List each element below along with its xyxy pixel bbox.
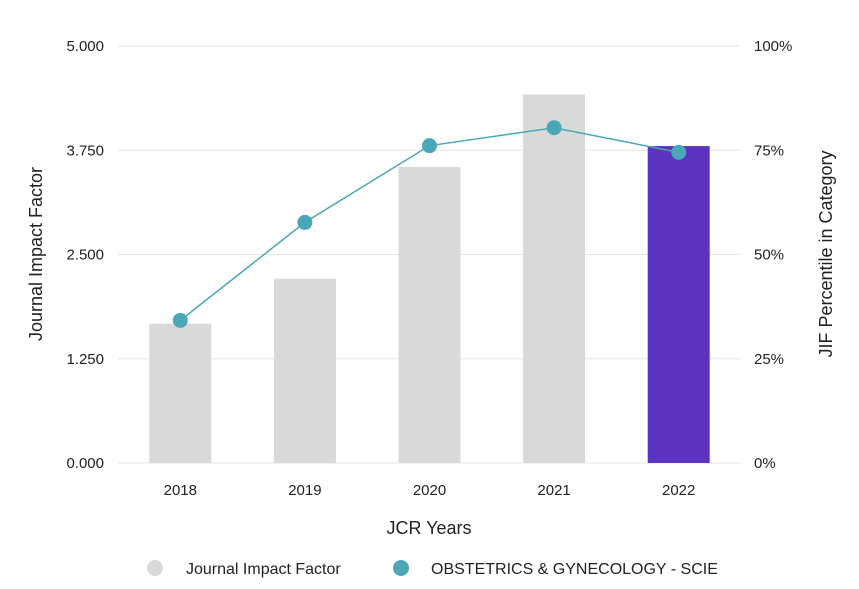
y-right-tick-label: 75% (754, 142, 784, 159)
x-tick-label: 2022 (662, 482, 695, 499)
bar-2018 (149, 323, 212, 463)
percentile-point-2019 (297, 214, 313, 230)
x-tick-label: 2020 (413, 482, 446, 499)
percentile-point-2018 (172, 312, 188, 328)
y-right-tick-label: 0% (754, 455, 776, 472)
y-axis-left-title: Journal Impact Factor (26, 167, 46, 341)
x-tick-label: 2018 (164, 482, 197, 499)
x-axis-title: JCR Years (386, 518, 471, 538)
bar-2021 (523, 94, 586, 463)
y-left-tick-label: 3.750 (66, 142, 104, 159)
y-left-tick-label: 5.000 (66, 38, 104, 55)
y-left-tick-label: 0.000 (66, 455, 104, 472)
legend-marker-percentile (393, 560, 409, 576)
percentile-point-2022 (671, 144, 687, 160)
bar-2019 (273, 278, 336, 463)
x-tick-label: 2019 (288, 482, 321, 499)
percentile-point-2021 (546, 120, 562, 136)
y-axis-right-title: JIF Percentile in Category (816, 150, 836, 357)
percentile-point-2020 (422, 138, 437, 154)
legend: Journal Impact Factor OBSTETRICS & GYNEC… (147, 560, 718, 578)
bar-2022 (647, 146, 710, 463)
x-tick-label: 2021 (537, 482, 570, 499)
y-right-tick-label: 25% (754, 351, 784, 368)
y-left-tick-label: 1.250 (66, 351, 104, 368)
y-right-tick-label: 100% (754, 38, 792, 55)
y-right-tick-label: 50% (754, 247, 784, 264)
legend-label-impact-factor: Journal Impact Factor (186, 561, 341, 578)
legend-marker-impact-factor (147, 560, 163, 576)
legend-label-percentile: OBSTETRICS & GYNECOLOGY - SCIE (431, 561, 718, 578)
y-left-tick-label: 2.500 (66, 247, 104, 264)
bar-2020 (398, 166, 461, 463)
